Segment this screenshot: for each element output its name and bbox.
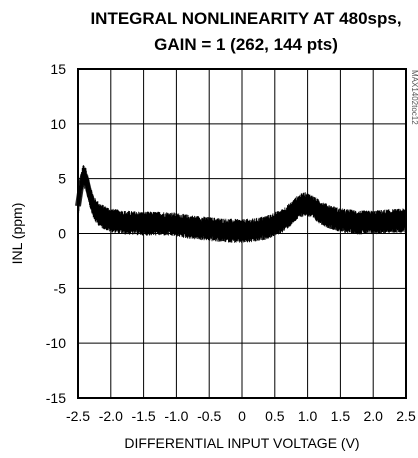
data-series	[75, 165, 407, 243]
y-tick-label: -5	[54, 280, 67, 296]
chart-title-line1: INTEGRAL NONLINEARITY AT 480sps,	[90, 9, 401, 28]
x-tick-label: 1.5	[331, 408, 351, 424]
y-tick-label: 10	[50, 116, 66, 132]
y-tick-label: 15	[50, 61, 66, 77]
part-number-note: MAX1402toc12	[410, 70, 418, 125]
inl-series-center	[75, 172, 407, 235]
x-tick-label: -2.5	[66, 408, 90, 424]
x-tick-label: -2.0	[99, 408, 123, 424]
x-axis-label: DIFFERENTIAL INPUT VOLTAGE (V)	[124, 435, 359, 451]
plot-frame	[77, 68, 407, 399]
x-tick-label: -0.5	[197, 408, 221, 424]
x-tick-label: -1.0	[164, 408, 188, 424]
y-axis-label: INL (ppm)	[9, 203, 25, 265]
x-tick-labels: -2.5 -2.0 -1.5 -1.0 -0.5 0 0.5 1.0 1.5 2.0 2.5	[66, 408, 416, 424]
chart-title-line2: GAIN = 1 (262, 144 pts)	[154, 35, 338, 54]
y-tick-labels: 15 10 5 0 -5 -10 -15	[46, 61, 66, 406]
y-tick-label: 0	[58, 226, 66, 242]
x-tick-label: 2.0	[363, 408, 383, 424]
x-tick-label: 2.5	[396, 408, 416, 424]
x-tick-label: 0	[238, 408, 246, 424]
x-tick-label: 1.0	[298, 408, 318, 424]
y-tick-label: 5	[58, 171, 66, 187]
y-tick-label: -10	[46, 335, 66, 351]
y-tick-label: -15	[46, 390, 66, 406]
x-tick-label: -1.5	[132, 408, 156, 424]
x-tick-label: 0.5	[265, 408, 285, 424]
